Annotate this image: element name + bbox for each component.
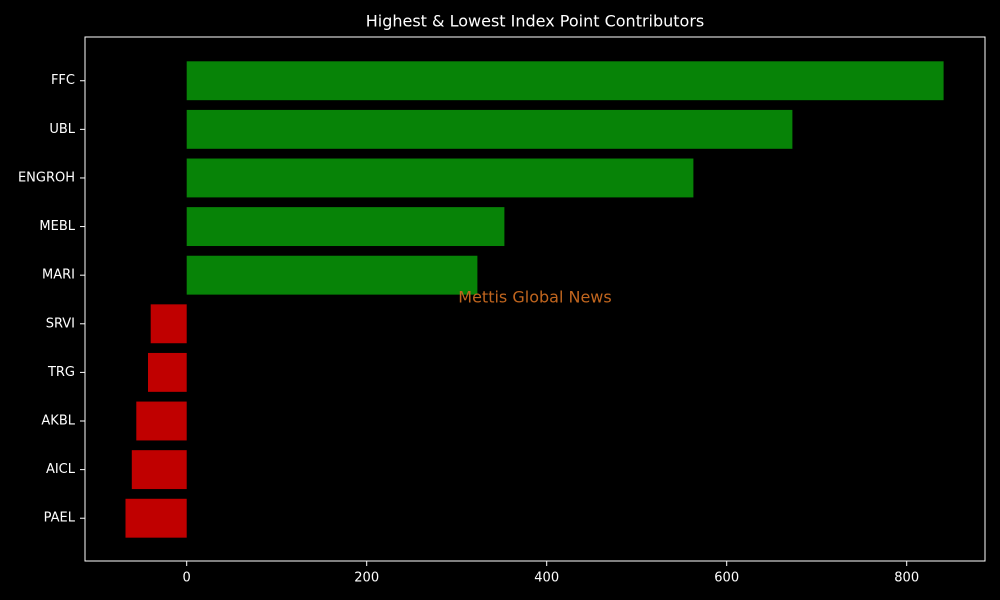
y-tick-label: TRG <box>47 365 75 380</box>
y-tick-label: SRVI <box>46 316 75 331</box>
bar <box>148 352 187 392</box>
chart-title: Highest & Lowest Index Point Contributor… <box>366 12 705 31</box>
y-tick-label: UBL <box>49 122 75 137</box>
bar <box>186 158 694 198</box>
x-tick-label: 400 <box>534 571 559 586</box>
bar <box>186 61 944 101</box>
x-tick-label: 200 <box>354 571 379 586</box>
bar <box>186 207 505 247</box>
bar <box>131 450 187 490</box>
y-tick-label: AICL <box>46 462 76 477</box>
y-tick-label: MEBL <box>39 219 75 234</box>
x-tick-label: 800 <box>894 571 919 586</box>
y-tick-label: FFC <box>51 73 75 88</box>
y-tick-label: MARI <box>42 268 75 283</box>
bar <box>136 401 187 441</box>
watermark: Mettis Global News <box>458 288 611 307</box>
y-tick-label: ENGROH <box>18 170 75 185</box>
x-tick-label: 600 <box>714 571 739 586</box>
plot-frame <box>84 36 986 562</box>
bar <box>125 498 187 538</box>
y-tick-label: PAEL <box>44 511 76 526</box>
bar <box>186 109 793 149</box>
y-tick-label: AKBL <box>41 414 75 429</box>
bar <box>150 304 187 344</box>
x-tick-label: 0 <box>183 571 191 586</box>
bar <box>186 255 478 295</box>
